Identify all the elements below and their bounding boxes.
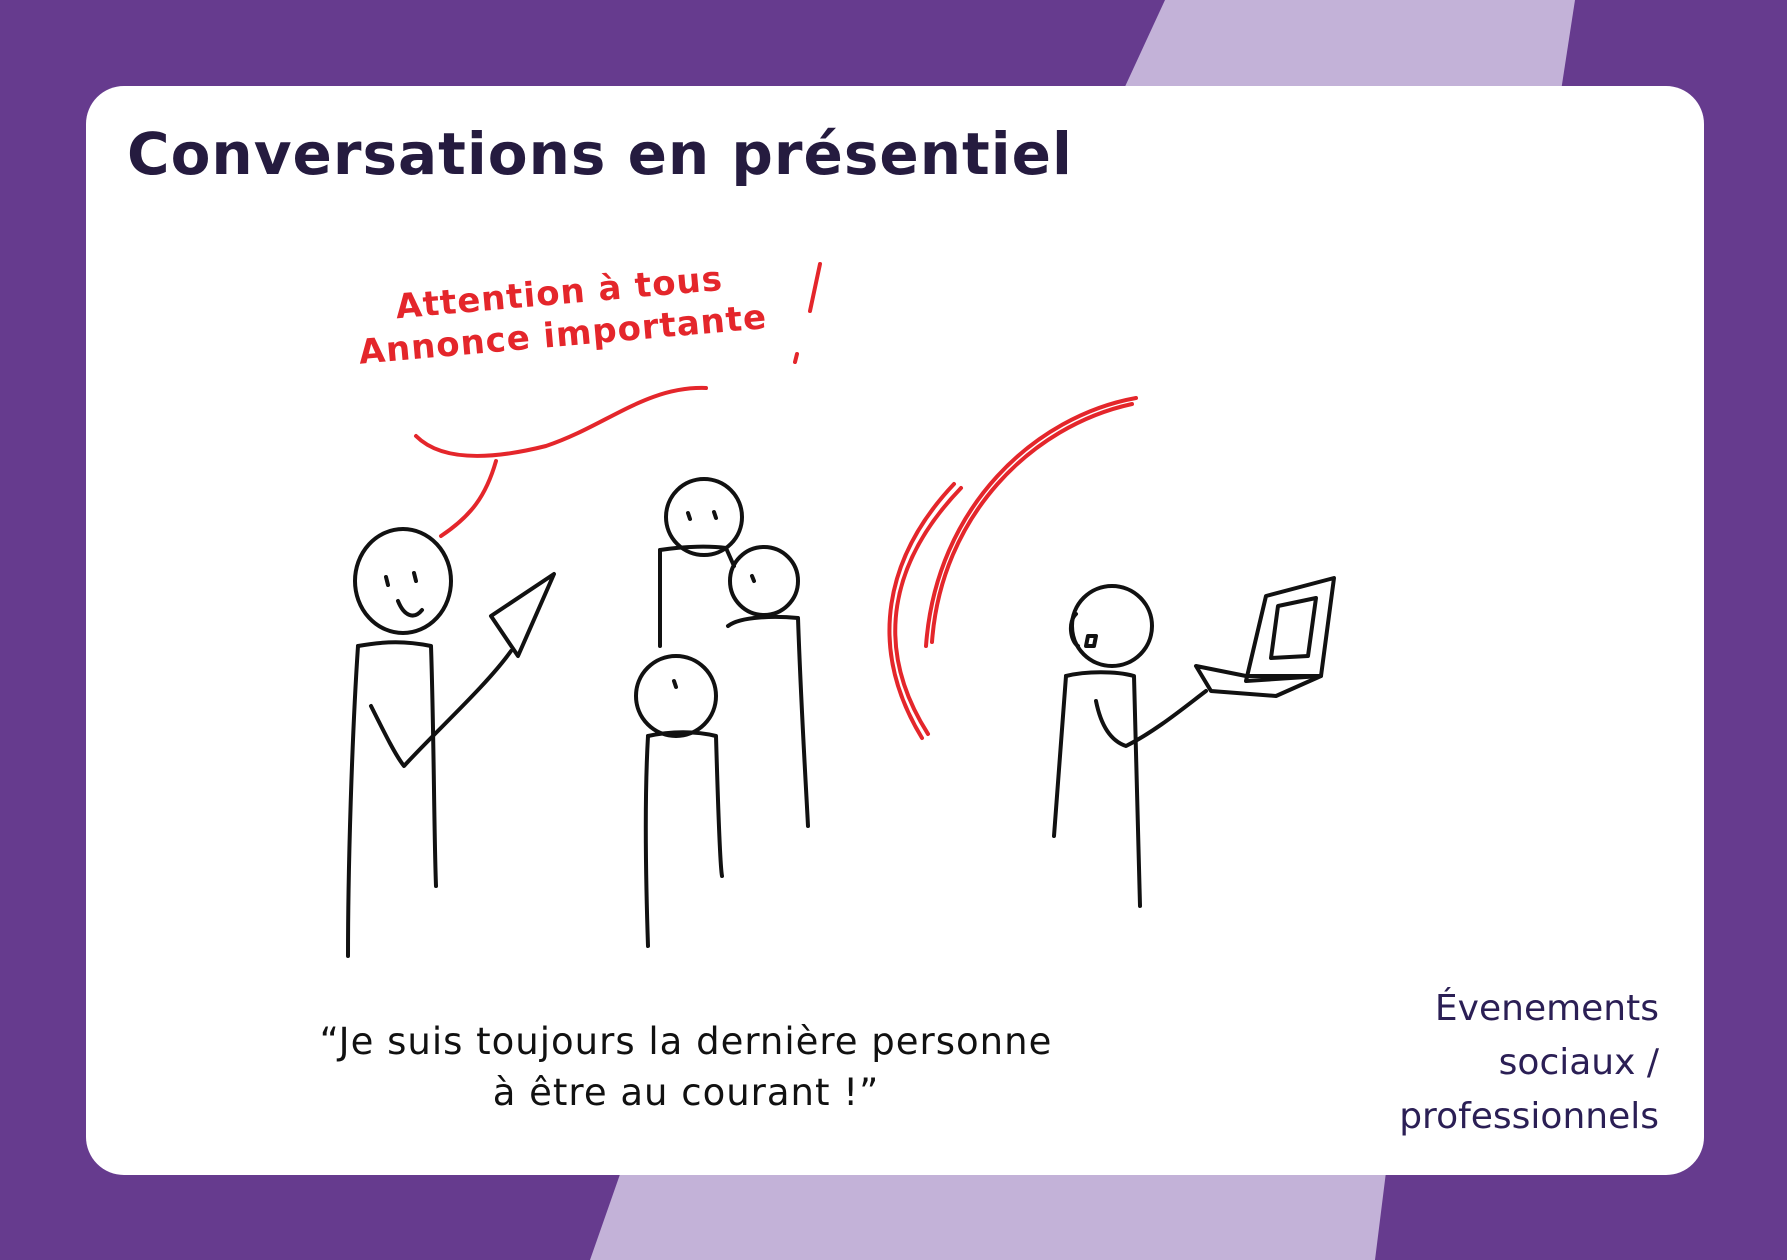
quote-text: “Je suis toujours la dernière personne à…: [286, 1016, 1086, 1118]
card-title: Conversations en présentiel: [127, 120, 1073, 188]
exclamation-icon: [793, 262, 822, 364]
category-line-3: professionnels: [1399, 1096, 1659, 1137]
listener-back-head: [664, 477, 744, 557]
quote-line-2: à être au courant !”: [492, 1071, 880, 1114]
listener-right-head: [728, 545, 800, 617]
category-line-2: sociaux /: [1498, 1042, 1659, 1083]
announcer-figure: [346, 527, 556, 958]
listener-group: [634, 477, 810, 948]
listener-front-head: [634, 654, 718, 738]
laptop-icon: [1244, 576, 1336, 683]
remote-person-head: [1070, 584, 1154, 668]
stick-figure-drawing: [346, 262, 1336, 958]
card: Conversations en présentiel: [86, 86, 1704, 1175]
category-line-1: Évenements: [1434, 988, 1659, 1029]
speech-bubble-tail: [414, 385, 708, 538]
quote-line-1: “Je suis toujours la dernière personne: [319, 1020, 1053, 1063]
announcer-head: [353, 527, 453, 635]
remote-person-figure: [1052, 576, 1336, 908]
disconnect-arc: [887, 396, 1138, 740]
category-label: Évenements sociaux / professionnels: [1259, 982, 1659, 1144]
